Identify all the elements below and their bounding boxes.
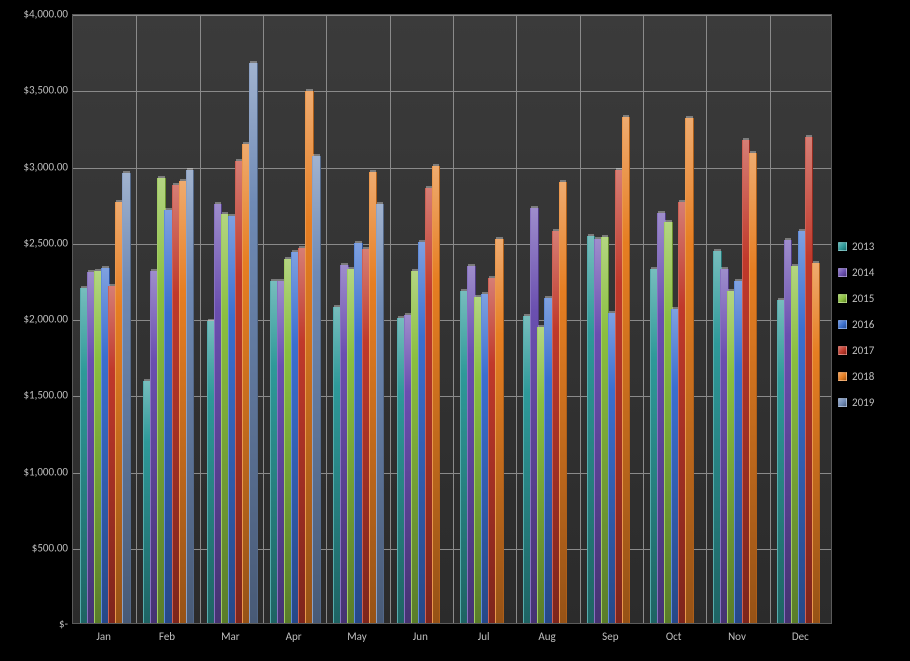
bar-2018-dec: [812, 263, 821, 623]
bar-2018-aug: [559, 182, 568, 623]
vgridline: [263, 15, 264, 623]
bar-2018-nov: [749, 153, 758, 623]
legend-label: 2014: [852, 266, 874, 279]
vgridline: [643, 15, 644, 623]
y-tick-label: $2,000.00: [8, 314, 68, 325]
x-tick-label: Jan: [96, 630, 111, 643]
legend-swatch: [838, 268, 847, 277]
bar-2018-sep: [622, 117, 631, 623]
y-tick-label: $-: [8, 619, 68, 630]
vgridline: [770, 15, 771, 623]
vgridline: [453, 15, 454, 623]
x-tick-label: May: [347, 630, 366, 643]
vgridline: [390, 15, 391, 623]
bar-2019-may: [376, 204, 385, 623]
x-tick-label: Dec: [792, 630, 809, 643]
bar-2019-mar: [249, 63, 258, 623]
bar-2019-jan: [122, 173, 131, 623]
x-tick-label: Nov: [728, 630, 746, 643]
vgridline: [136, 15, 137, 623]
x-tick-label: Apr: [286, 630, 302, 643]
legend-label: 2017: [852, 344, 874, 357]
bar-2018-oct: [685, 118, 694, 623]
legend-swatch: [838, 346, 847, 355]
x-tick-label: Mar: [221, 630, 240, 643]
x-tick-label: Feb: [159, 630, 175, 643]
vgridline: [516, 15, 517, 623]
legend-item-2014: 2014: [838, 265, 908, 279]
x-tick-label: Jun: [413, 630, 428, 643]
legend-item-2017: 2017: [838, 343, 908, 357]
x-tick-label: Sep: [602, 630, 618, 643]
legend-item-2018: 2018: [838, 369, 908, 383]
x-tick-label: Aug: [538, 630, 555, 643]
legend-swatch: [838, 320, 847, 329]
legend-swatch: [838, 398, 847, 407]
legend-label: 2013: [852, 240, 874, 253]
vgridline: [706, 15, 707, 623]
legend-label: 2019: [852, 396, 874, 409]
legend-label: 2015: [852, 292, 874, 305]
legend-item-2016: 2016: [838, 317, 908, 331]
legend-swatch: [838, 372, 847, 381]
plot-area: [72, 14, 832, 624]
bar-2018-jun: [432, 166, 441, 624]
bar-2019-apr: [312, 156, 321, 623]
y-tick-label: $2,500.00: [8, 237, 68, 248]
legend-label: 2018: [852, 370, 874, 383]
bar-2018-jul: [495, 239, 504, 623]
legend-label: 2016: [852, 318, 874, 331]
y-tick-label: $3,500.00: [8, 85, 68, 96]
y-tick-label: $4,000.00: [8, 9, 68, 20]
legend-item-2013: 2013: [838, 239, 908, 253]
gridline: [73, 15, 831, 16]
legend-item-2015: 2015: [838, 291, 908, 305]
chart-frame: $- $500.00 $1,000.00 $1,500.00 $2,000.00 $2,5…: [4, 4, 906, 657]
legend-swatch: [838, 294, 847, 303]
x-tick-label: Oct: [666, 630, 682, 643]
vgridline: [326, 15, 327, 623]
vgridline: [580, 15, 581, 623]
vgridline: [200, 15, 201, 623]
x-tick-label: Jul: [478, 630, 490, 643]
y-tick-label: $1,000.00: [8, 466, 68, 477]
y-tick-label: $500.00: [8, 542, 68, 553]
y-tick-label: $3,000.00: [8, 161, 68, 172]
legend: 2013 2014 2015 2016 2017 2018 2019: [838, 239, 908, 421]
legend-item-2019: 2019: [838, 395, 908, 409]
y-tick-label: $1,500.00: [8, 390, 68, 401]
gridline: [73, 91, 831, 92]
bar-2019-feb: [186, 170, 195, 623]
legend-swatch: [838, 242, 847, 251]
